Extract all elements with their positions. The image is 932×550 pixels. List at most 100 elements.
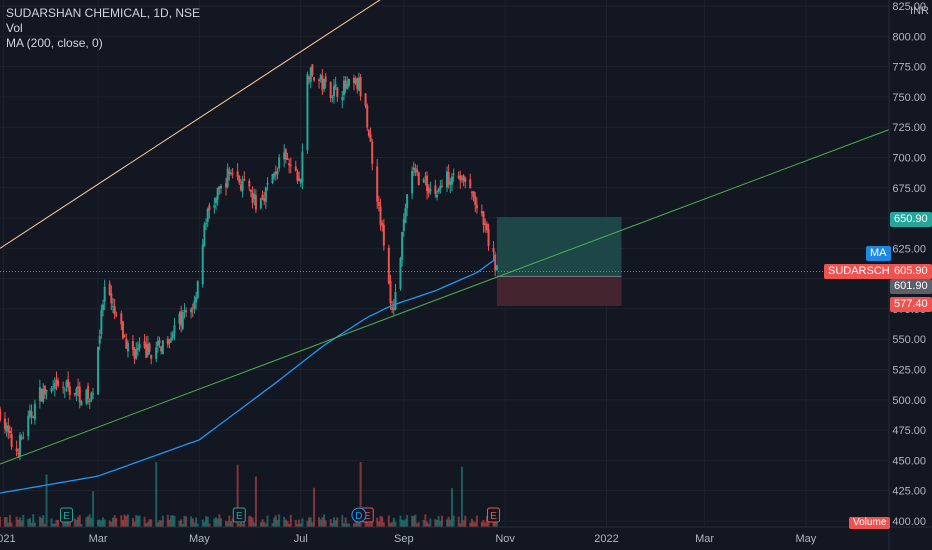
candle[interactable] (299, 178, 302, 187)
candle[interactable] (391, 300, 394, 314)
candle[interactable] (389, 274, 392, 310)
time-axis[interactable]: 2021 Mar May Jul Sep Nov 2022 Mar May (0, 533, 817, 545)
candle[interactable] (90, 391, 93, 403)
candle[interactable] (266, 177, 269, 191)
candle[interactable] (323, 78, 326, 93)
candle[interactable] (180, 305, 183, 333)
candle[interactable] (412, 161, 415, 177)
candle[interactable] (228, 167, 231, 181)
candle[interactable] (173, 317, 176, 341)
candle[interactable] (334, 76, 337, 90)
candle[interactable] (472, 191, 475, 202)
candle[interactable] (331, 95, 334, 103)
candle[interactable] (318, 78, 321, 89)
candle[interactable] (30, 404, 33, 425)
candle[interactable] (452, 168, 455, 182)
candle[interactable] (364, 93, 367, 109)
candle[interactable] (7, 417, 10, 440)
event-markers[interactable]: E E E ED (59, 507, 501, 523)
candle[interactable] (313, 76, 316, 82)
candle[interactable] (78, 381, 81, 409)
candle[interactable] (17, 448, 20, 459)
candle[interactable] (276, 167, 279, 180)
candle[interactable] (424, 172, 427, 186)
candle[interactable] (62, 381, 65, 394)
candle[interactable] (445, 166, 448, 192)
candle[interactable] (306, 71, 309, 154)
candle[interactable] (321, 68, 324, 95)
candle[interactable] (367, 128, 370, 138)
candle[interactable] (274, 165, 277, 181)
candle[interactable] (354, 76, 357, 86)
candle[interactable] (215, 196, 218, 211)
candle[interactable] (283, 144, 286, 168)
candle[interactable] (170, 331, 173, 344)
candle[interactable] (196, 280, 199, 300)
candle[interactable] (311, 63, 314, 78)
candle[interactable] (208, 202, 211, 219)
candle[interactable] (450, 173, 453, 192)
candle[interactable] (171, 330, 174, 341)
candle[interactable] (414, 163, 417, 177)
candle[interactable] (218, 186, 221, 195)
candle[interactable] (73, 392, 76, 397)
candles[interactable] (0, 63, 498, 460)
candle[interactable] (138, 337, 141, 352)
candle[interactable] (150, 354, 153, 365)
candle[interactable] (231, 168, 234, 179)
candle[interactable] (238, 175, 241, 186)
candle[interactable] (341, 91, 344, 109)
candle[interactable] (495, 264, 498, 271)
candle[interactable] (45, 389, 48, 400)
candle[interactable] (195, 291, 198, 310)
candle[interactable] (352, 74, 355, 91)
candle[interactable] (32, 415, 35, 419)
candle[interactable] (464, 176, 467, 189)
candle[interactable] (298, 171, 301, 182)
dividend-marker[interactable]: D (351, 507, 367, 523)
candle[interactable] (229, 169, 232, 176)
candle[interactable] (55, 371, 58, 391)
candle[interactable] (190, 306, 193, 319)
candle[interactable] (319, 73, 322, 83)
candle[interactable] (18, 432, 21, 460)
candle[interactable] (220, 184, 223, 194)
candle[interactable] (296, 169, 299, 184)
candle[interactable] (236, 163, 239, 181)
candle[interactable] (336, 87, 339, 102)
candle[interactable] (404, 203, 407, 224)
candle[interactable] (261, 190, 264, 201)
volume-legend[interactable]: Vol (6, 21, 23, 35)
candle[interactable] (332, 79, 335, 104)
candle[interactable] (166, 335, 169, 348)
candle[interactable] (394, 284, 397, 311)
candle[interactable] (426, 171, 429, 200)
candle[interactable] (401, 231, 404, 267)
candle[interactable] (181, 310, 184, 331)
candle[interactable] (480, 204, 483, 217)
candle[interactable] (308, 75, 311, 85)
upper-trendline[interactable] (0, 0, 435, 249)
candle[interactable] (344, 76, 347, 94)
candle[interactable] (482, 210, 485, 233)
candle[interactable] (203, 221, 206, 248)
ma-legend[interactable]: MA (200, close, 0) (6, 36, 103, 50)
lower-trendline[interactable] (0, 129, 890, 465)
symbol-title[interactable]: SUDARSHAN CHEMICAL, 1D, NSE (6, 6, 201, 20)
candle[interactable] (191, 303, 194, 318)
candle[interactable] (288, 158, 291, 174)
candle[interactable] (52, 380, 55, 391)
candle[interactable] (382, 218, 385, 251)
ma-line[interactable] (0, 258, 496, 494)
candle[interactable] (87, 382, 90, 405)
candle[interactable] (243, 171, 246, 182)
candle[interactable] (92, 387, 95, 399)
candle[interactable] (470, 190, 473, 200)
candle[interactable] (103, 279, 106, 311)
candle[interactable] (249, 188, 252, 198)
candle[interactable] (57, 377, 60, 388)
candle[interactable] (135, 342, 138, 361)
candle[interactable] (379, 198, 382, 231)
earnings-marker[interactable]: E (487, 507, 501, 523)
target-zone[interactable] (496, 216, 622, 277)
